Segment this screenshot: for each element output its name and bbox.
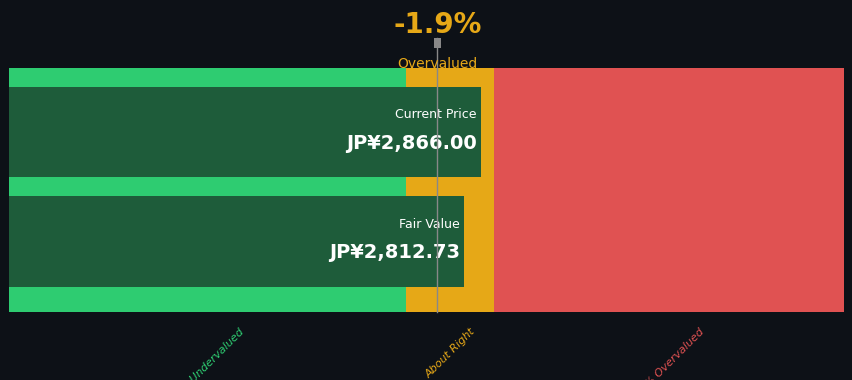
Text: 20% Overvalued: 20% Overvalued: [632, 327, 705, 380]
Text: 20% Undervalued: 20% Undervalued: [169, 327, 246, 380]
Bar: [9, 87, 481, 177]
Text: -1.9%: -1.9%: [393, 11, 481, 40]
Bar: [9, 68, 406, 312]
Bar: [406, 68, 493, 312]
Text: JP¥2,812.73: JP¥2,812.73: [329, 243, 459, 262]
Text: Fair Value: Fair Value: [399, 218, 459, 231]
Text: Current Price: Current Price: [394, 108, 476, 122]
Bar: [493, 68, 843, 312]
Bar: [9, 196, 463, 287]
Text: Overvalued: Overvalued: [397, 57, 477, 71]
Text: About Right: About Right: [423, 327, 476, 380]
Text: JP¥2,866.00: JP¥2,866.00: [345, 134, 476, 153]
Bar: [434, 38, 440, 48]
